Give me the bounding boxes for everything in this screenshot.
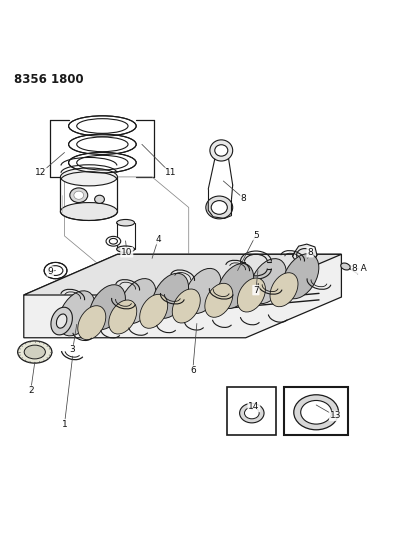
Text: 8: 8 (240, 194, 246, 203)
Text: 2: 2 (28, 386, 34, 395)
Ellipse shape (293, 395, 338, 430)
Ellipse shape (51, 307, 72, 335)
Ellipse shape (205, 196, 232, 219)
Ellipse shape (68, 152, 136, 173)
Text: 5: 5 (252, 231, 258, 240)
Ellipse shape (44, 262, 67, 279)
Ellipse shape (282, 254, 318, 299)
Text: 14: 14 (247, 402, 259, 411)
Ellipse shape (94, 195, 104, 204)
Text: 11: 11 (164, 168, 176, 177)
Ellipse shape (70, 188, 88, 203)
Ellipse shape (244, 407, 258, 419)
Ellipse shape (204, 284, 232, 317)
Text: 8356 1800: 8356 1800 (13, 73, 83, 86)
Text: 13: 13 (329, 411, 340, 421)
Ellipse shape (108, 300, 137, 334)
Ellipse shape (109, 238, 117, 244)
Text: 8: 8 (306, 248, 312, 257)
Ellipse shape (217, 263, 253, 309)
Text: 4: 4 (155, 235, 161, 244)
Text: 12: 12 (35, 168, 47, 177)
Ellipse shape (78, 306, 106, 340)
Ellipse shape (68, 116, 136, 136)
Ellipse shape (211, 200, 227, 214)
Ellipse shape (184, 269, 220, 313)
Ellipse shape (239, 403, 263, 423)
Ellipse shape (139, 294, 167, 328)
Text: 8 A: 8 A (351, 264, 365, 273)
Ellipse shape (172, 289, 200, 323)
Ellipse shape (48, 265, 63, 276)
Ellipse shape (270, 273, 297, 306)
Text: 9: 9 (47, 267, 53, 276)
Ellipse shape (119, 279, 155, 324)
Ellipse shape (152, 273, 188, 318)
Text: 6: 6 (189, 366, 195, 375)
Ellipse shape (249, 259, 285, 304)
Ellipse shape (106, 236, 120, 246)
Ellipse shape (116, 246, 134, 253)
Polygon shape (292, 244, 316, 265)
Text: 10: 10 (121, 248, 132, 257)
Text: 3: 3 (70, 345, 75, 354)
Ellipse shape (58, 291, 94, 336)
Ellipse shape (68, 134, 136, 155)
Ellipse shape (56, 314, 67, 328)
Ellipse shape (60, 203, 117, 221)
Ellipse shape (116, 220, 134, 226)
Ellipse shape (89, 285, 125, 330)
Polygon shape (24, 254, 341, 295)
Bar (284, 386, 347, 435)
Text: 7: 7 (252, 286, 258, 295)
Ellipse shape (300, 400, 331, 424)
Ellipse shape (18, 341, 52, 363)
Polygon shape (24, 254, 341, 338)
Ellipse shape (340, 263, 349, 270)
Bar (227, 386, 276, 435)
Ellipse shape (24, 345, 45, 359)
Ellipse shape (237, 278, 265, 312)
Ellipse shape (60, 168, 117, 186)
Ellipse shape (74, 191, 83, 199)
Ellipse shape (214, 145, 227, 156)
Text: 1: 1 (61, 419, 67, 429)
Ellipse shape (209, 140, 232, 161)
